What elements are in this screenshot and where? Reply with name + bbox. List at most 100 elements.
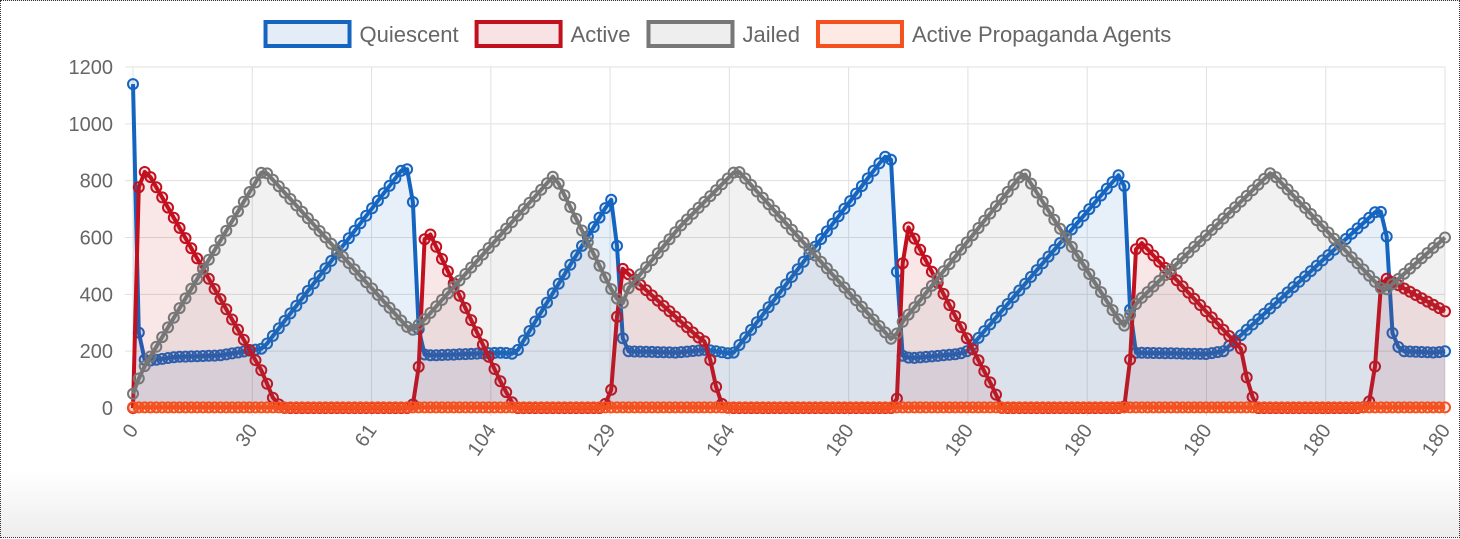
legend-item-active-propaganda-agents[interactable]: Active Propaganda Agents <box>815 20 1171 48</box>
data-point <box>1030 186 1043 199</box>
data-point <box>1124 308 1137 321</box>
data-point <box>564 201 577 213</box>
x-tick-label: 164 <box>702 420 739 460</box>
data-point <box>406 196 419 208</box>
legend-item-quiescent[interactable]: Quiescent <box>263 20 459 48</box>
data-point <box>908 232 921 245</box>
data-point <box>185 242 198 255</box>
data-point <box>611 310 623 323</box>
data-point <box>255 364 268 377</box>
data-point <box>593 259 606 272</box>
data-point <box>826 217 839 230</box>
x-tick-label: 129 <box>583 420 620 460</box>
legend[interactable]: Quiescent Active Jailed Active Propaganda A… <box>263 20 1172 48</box>
data-point <box>249 176 262 189</box>
data-point <box>179 292 192 305</box>
y-tick-label: 200 <box>80 341 113 363</box>
data-point <box>1124 353 1137 366</box>
data-point <box>156 331 169 344</box>
data-point <box>144 171 157 184</box>
data-point <box>360 209 373 222</box>
data-point <box>1048 213 1061 226</box>
legend-item-active[interactable]: Active <box>474 20 631 48</box>
data-point <box>517 334 530 347</box>
data-point <box>150 340 163 353</box>
data-point <box>1100 295 1113 308</box>
data-point <box>978 365 991 378</box>
x-tick-label: 104 <box>464 420 501 460</box>
data-point <box>949 310 962 322</box>
data-point <box>132 181 145 194</box>
data-point <box>1054 222 1067 235</box>
data-point <box>1380 230 1393 243</box>
data-point <box>768 293 781 306</box>
data-point <box>1071 249 1084 262</box>
data-point <box>885 153 897 166</box>
legend-label: Quiescent <box>360 22 459 47</box>
data-point <box>1118 319 1131 332</box>
x-tick-label: 180 <box>822 420 859 460</box>
data-point <box>412 360 425 373</box>
data-point <box>208 283 221 295</box>
data-point <box>173 221 186 234</box>
data-point <box>284 307 297 320</box>
data-point <box>127 387 139 400</box>
data-point <box>523 325 536 337</box>
data-point <box>1077 258 1090 271</box>
data-point <box>214 234 227 247</box>
data-point <box>710 380 723 393</box>
data-point <box>605 383 618 396</box>
data-point <box>214 293 227 306</box>
data-point <box>453 289 466 302</box>
data-point <box>389 172 402 185</box>
data-point <box>401 320 414 333</box>
data-point <box>459 301 472 314</box>
data-point <box>202 272 215 285</box>
data-point <box>914 243 927 256</box>
data-point <box>179 232 192 245</box>
legend-swatch <box>815 20 904 48</box>
data-point <box>955 321 967 334</box>
data-point <box>465 314 478 327</box>
data-point <box>616 296 629 309</box>
y-tick-label: 600 <box>80 228 113 250</box>
data-point <box>960 332 973 345</box>
data-point <box>564 258 577 271</box>
series-area <box>133 172 1445 408</box>
data-point <box>984 376 997 389</box>
data-point <box>266 329 279 342</box>
data-point <box>1106 304 1119 317</box>
data-point <box>138 360 151 373</box>
data-point <box>1065 240 1078 253</box>
legend-item-jailed[interactable]: Jailed <box>646 20 800 48</box>
data-point <box>232 323 244 336</box>
grid <box>125 66 1446 416</box>
data-point <box>581 236 594 249</box>
y-tick-label: 800 <box>80 171 113 193</box>
y-tick-label: 400 <box>80 284 113 306</box>
series-active-propaganda-agents <box>127 401 1451 414</box>
data-point <box>1025 177 1037 190</box>
data-point <box>920 254 932 267</box>
data-point <box>1427 298 1440 311</box>
data-point <box>1240 371 1253 384</box>
data-point <box>791 263 804 276</box>
data-point <box>750 316 763 329</box>
data-point <box>167 311 180 324</box>
data-point <box>535 306 548 319</box>
data-point <box>1433 302 1446 315</box>
data-point <box>226 215 239 228</box>
data-point <box>1415 292 1428 305</box>
data-point <box>552 277 565 290</box>
data-point <box>1019 168 1032 181</box>
data-point <box>966 343 979 356</box>
data-point <box>733 339 746 351</box>
data-point <box>127 78 139 91</box>
series-layer <box>127 78 1451 414</box>
data-point <box>1089 277 1102 289</box>
data-point <box>745 323 758 336</box>
data-point <box>1369 360 1381 373</box>
data-point <box>1439 345 1451 358</box>
data-point <box>599 271 612 284</box>
series-area <box>133 172 1445 408</box>
